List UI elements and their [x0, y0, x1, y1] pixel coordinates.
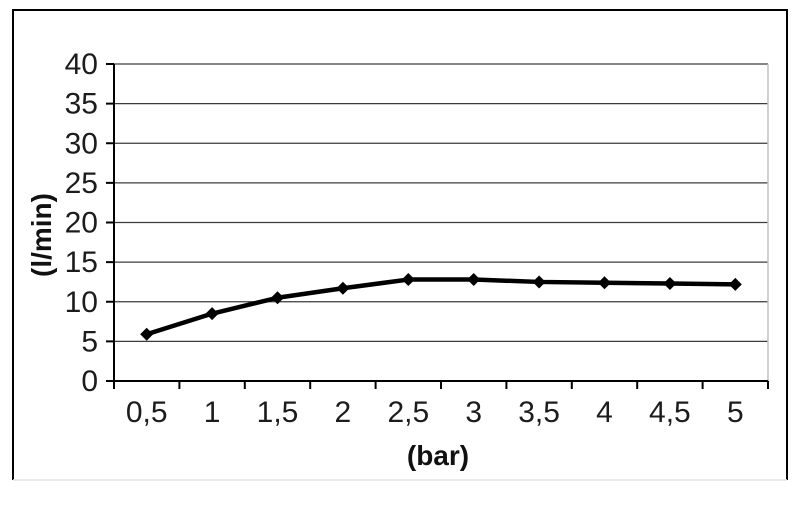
- x-tick-label: 4,5: [649, 396, 691, 429]
- y-tick-label: 0: [81, 365, 98, 398]
- y-tick-label: 35: [65, 88, 98, 121]
- x-tick-label: 0,5: [126, 396, 168, 429]
- x-tick-label: 2: [335, 396, 352, 429]
- data-point-marker: [598, 276, 611, 290]
- x-tick-label: 5: [727, 396, 744, 429]
- x-tick-label: 3,5: [518, 396, 560, 429]
- x-tick-label: 3: [465, 396, 482, 429]
- series-line: [144, 277, 738, 337]
- x-axis-title: (bar): [406, 440, 470, 471]
- y-tick-label: 25: [65, 167, 98, 200]
- data-point-marker: [140, 327, 154, 341]
- data-point-marker: [663, 277, 677, 291]
- y-axis-title: (l/min): [26, 193, 57, 277]
- x-tick-label: 1: [204, 396, 221, 429]
- x-tick-label: 2,5: [387, 396, 429, 429]
- y-tick-label: 30: [65, 127, 98, 160]
- y-tick-label: 5: [81, 325, 98, 358]
- data-point-marker: [728, 277, 742, 291]
- data-point-marker: [271, 291, 284, 305]
- figure-border: [12, 9, 788, 480]
- x-tick-label: 1,5: [257, 396, 299, 429]
- y-tick-label: 40: [65, 48, 98, 81]
- data-point-marker: [205, 307, 219, 321]
- data-point-marker: [336, 281, 350, 295]
- y-tick-label: 20: [65, 207, 98, 240]
- data-point-marker: [467, 273, 481, 287]
- data-point-marker: [532, 275, 546, 289]
- y-tick-label: 10: [65, 286, 98, 319]
- y-tick-label: 15: [65, 246, 98, 279]
- x-tick-label: 4: [596, 396, 613, 429]
- data-point-marker: [401, 273, 415, 287]
